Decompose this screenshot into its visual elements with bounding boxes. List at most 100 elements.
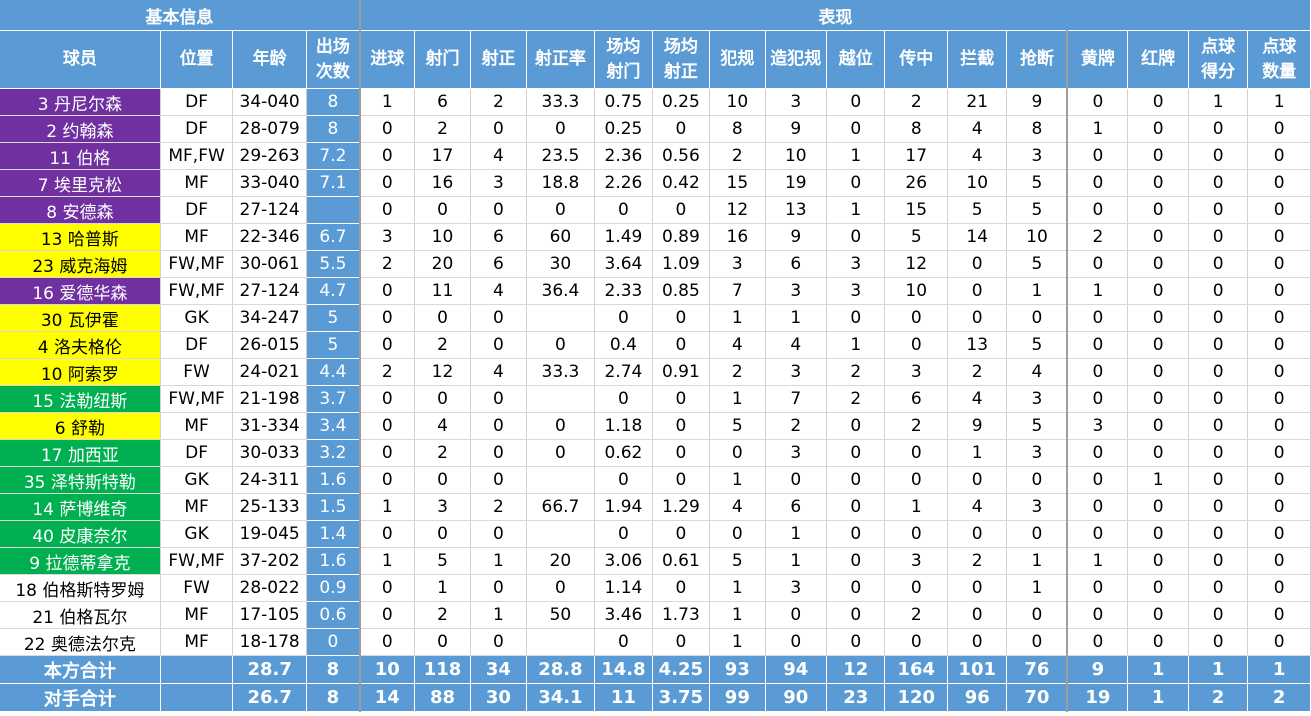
cell-crosses: 1: [884, 493, 948, 521]
cell-sot-pct: 0: [526, 439, 596, 467]
cell-position: FW: [160, 358, 234, 386]
col-header-red-cards: 红牌: [1127, 30, 1189, 89]
cell-tackles: 8: [1006, 115, 1069, 143]
cell-sot-per-game: 0: [652, 520, 711, 548]
cell-interceptions: 4: [947, 385, 1008, 413]
cell-goals: 0: [359, 466, 415, 494]
cell-offsides: 3: [826, 277, 886, 305]
cell-position: FW,MF: [160, 277, 234, 305]
table-row: 17 加西亚 DF 30-033 3.2 0 2 0 0 0.62 0 0 3 0 0 1 3 0 0 0 0: [0, 439, 1311, 467]
cell-crosses: 0: [884, 439, 948, 467]
cell-appearances: 5.5: [306, 250, 361, 278]
cell-sot-per-game: 0: [652, 466, 711, 494]
player-rows: 3 丹尼尔森 DF 34-040 8 1 6 2 33.3 0.75 0.25 10 3 0 2 21 9 0 0…: [0, 88, 1311, 656]
cell-offsides: 0: [826, 628, 886, 656]
col-header-player: 球员: [0, 30, 161, 89]
cell-fouls: 7: [709, 277, 766, 305]
cell-shots: 6: [414, 88, 472, 116]
cell-tackles: 3: [1006, 385, 1069, 413]
cell-penalties-attempted: 0: [1247, 169, 1311, 197]
total-penalties-attempted: 1: [1247, 655, 1311, 684]
total-sot-pct: 28.8: [526, 655, 596, 684]
cell-offsides: 0: [826, 601, 886, 629]
total-crosses: 120: [884, 683, 948, 712]
cell-goals: 1: [359, 547, 415, 575]
cell-appearances: 3.7: [306, 385, 361, 413]
cell-position: GK: [160, 466, 234, 494]
table-row: 2 约翰森 DF 28-079 8 0 2 0 0 0.25 0 8 9 0 8 4 8 1 0 0 0: [0, 115, 1311, 143]
cell-position: FW,MF: [160, 250, 234, 278]
table-row: 22 奥德法尔克 MF 18-178 0 0 0 0 0 0 1 0 0 0 0 0 0 0 0 0: [0, 628, 1311, 656]
cell-sot-pct: 60: [526, 223, 596, 251]
cell-sot-per-game: 0.61: [652, 547, 711, 575]
table-row: 14 萨博维奇 MF 25-133 1.5 1 3 2 66.7 1.94 1.29 4 6 0 1 4 3 0…: [0, 493, 1311, 521]
col-header-shots: 射门: [414, 30, 472, 89]
cell-red-cards: 0: [1127, 385, 1189, 413]
cell-shots: 11: [414, 277, 472, 305]
cell-fouled: 1: [765, 304, 828, 332]
totals-row: 对手合计 26.7 8 14 88 30 34.1 11 3.75 99 90 23 120 96 70 19…: [0, 683, 1311, 712]
cell-crosses: 0: [884, 520, 948, 548]
cell-goals: 0: [359, 601, 415, 629]
cell-penalties-attempted: 0: [1247, 547, 1311, 575]
cell-age: 27-124: [232, 196, 307, 224]
cell-position: DF: [160, 115, 234, 143]
cell-sot-pct: 50: [526, 601, 596, 629]
total-tackles: 76: [1006, 655, 1069, 684]
cell-penalties-attempted: 0: [1247, 196, 1311, 224]
cell-position: MF,FW: [160, 142, 234, 170]
cell-position: MF: [160, 601, 234, 629]
table-row: 21 伯格瓦尔 MF 17-105 0.6 0 2 1 50 3.46 1.73 1 0 0 2 0 0 0 0 0…: [0, 601, 1311, 629]
cell-penalties-scored: 1: [1188, 88, 1249, 116]
total-tackles: 70: [1006, 683, 1069, 712]
col-header-yellow-cards: 黄牌: [1067, 30, 1129, 89]
cell-fouled: 0: [765, 628, 828, 656]
total-fouled: 90: [765, 683, 828, 712]
cell-penalties-scored: 0: [1188, 304, 1249, 332]
cell-shots-per-game: 1.14: [594, 574, 653, 602]
cell-player-name: 10 阿索罗: [0, 358, 161, 386]
cell-fouls: 2: [709, 358, 766, 386]
cell-interceptions: 0: [947, 277, 1008, 305]
total-shots-per-game: 11: [594, 683, 653, 712]
cell-fouls: 1: [709, 304, 766, 332]
cell-sot-per-game: 0.56: [652, 142, 711, 170]
table-row: 4 洛夫格伦 DF 26-015 5 0 2 0 0 0.4 0 4 4 1 0 13 5 0 0 0 0: [0, 331, 1311, 359]
cell-shots-on-target: 0: [470, 115, 527, 143]
cell-crosses: 0: [884, 574, 948, 602]
cell-sot-per-game: 0: [652, 385, 711, 413]
cell-fouls: 3: [709, 250, 766, 278]
cell-tackles: 3: [1006, 493, 1069, 521]
cell-red-cards: 0: [1127, 223, 1189, 251]
cell-shots-per-game: 0.62: [594, 439, 653, 467]
cell-position: FW: [160, 574, 234, 602]
cell-player-name: 14 萨博维奇: [0, 493, 161, 521]
cell-age: 34-247: [232, 304, 307, 332]
cell-penalties-scored: 0: [1188, 358, 1249, 386]
cell-appearances: 0: [306, 628, 361, 656]
cell-interceptions: 0: [947, 601, 1008, 629]
cell-red-cards: 0: [1127, 277, 1189, 305]
cell-shots-on-target: 0: [470, 520, 527, 548]
cell-penalties-attempted: 0: [1247, 466, 1311, 494]
cell-shots: 0: [414, 196, 472, 224]
cell-shots-per-game: 0: [594, 304, 653, 332]
cell-penalties-attempted: 0: [1247, 115, 1311, 143]
cell-red-cards: 0: [1127, 169, 1189, 197]
cell-shots: 10: [414, 223, 472, 251]
cell-age: 28-079: [232, 115, 307, 143]
cell-crosses: 0: [884, 466, 948, 494]
cell-shots: 4: [414, 412, 472, 440]
cell-goals: 0: [359, 115, 415, 143]
cell-fouls: 2: [709, 142, 766, 170]
cell-penalties-scored: 0: [1188, 115, 1249, 143]
cell-player-name: 11 伯格: [0, 142, 161, 170]
totals-label: 本方合计: [0, 655, 161, 684]
cell-offsides: 1: [826, 196, 886, 224]
cell-player-name: 9 拉德蒂拿克: [0, 547, 161, 575]
cell-yellow-cards: 0: [1067, 358, 1129, 386]
cell-shots-per-game: 0.25: [594, 115, 653, 143]
cell-red-cards: 0: [1127, 574, 1189, 602]
cell-shots-on-target: 0: [470, 574, 527, 602]
total-rows: 本方合计 28.7 8 10 118 34 28.8 14.8 4.25 93 94 12 164 101…: [0, 655, 1311, 712]
